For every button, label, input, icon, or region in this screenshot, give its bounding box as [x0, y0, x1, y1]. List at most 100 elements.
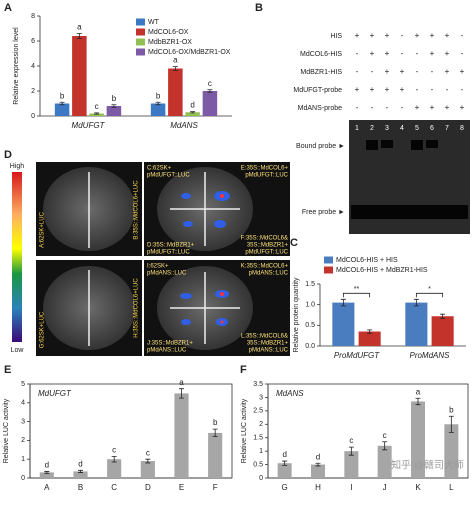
legend-swatch: [136, 18, 145, 26]
band-label: Bound probe ►: [296, 143, 345, 150]
significance-bracket: [342, 292, 371, 298]
y-axis-label: Relative protein quantity: [293, 277, 300, 353]
error-bar: [172, 66, 178, 71]
bar: [73, 471, 88, 478]
lane-number: 1: [355, 125, 359, 132]
image-label: B:35S::MdCOL6+LUC: [134, 180, 140, 240]
panel-label: F: [240, 364, 247, 376]
y-tick-label: 4: [31, 63, 35, 70]
legend-label: MdCOL6-OX: [148, 29, 189, 36]
image-label: G:62SK+LUC: [40, 311, 46, 348]
significance-letter: a: [173, 56, 178, 65]
error-bar: [440, 313, 446, 319]
row-sign: -: [386, 103, 389, 112]
y-tick-label: 1.5: [305, 281, 315, 288]
row-sign: -: [461, 49, 464, 58]
row-sign: -: [356, 67, 359, 76]
bar: [185, 112, 200, 116]
row-label: MdANS-probe: [298, 105, 342, 112]
row-sign: +: [430, 31, 435, 40]
error-bar: [59, 101, 65, 106]
y-tick-label: 6: [31, 38, 35, 45]
significance-bracket: [415, 292, 444, 298]
legend-label: MdCOL6-HIS + MdBZR1-HIS: [336, 267, 428, 274]
significance-letter: d: [45, 461, 49, 470]
row-sign: +: [355, 31, 360, 40]
significance-letter: c: [95, 102, 99, 111]
image-label: pMdUFGT::LUC: [245, 250, 288, 256]
error-bar: [111, 104, 117, 108]
image-label: 35S::MdBZR1+: [247, 341, 289, 347]
row-sign: +: [400, 85, 405, 94]
bar: [54, 103, 70, 116]
significance-letter: b: [60, 91, 65, 100]
x-tick-label: H: [315, 483, 321, 492]
image-label: F:35S::MdCOL6&: [241, 236, 288, 242]
error-bar: [207, 89, 213, 93]
image-label: K:35S::MdCOL6+: [241, 264, 289, 270]
row-label: MdCOL6-HIS: [300, 51, 342, 58]
panel-label: A: [4, 2, 12, 14]
image-label: 35S::MdBZR1+: [247, 243, 289, 249]
leaf-veins: [88, 172, 240, 346]
image-label: D:35S::MdBZR1+: [147, 243, 195, 249]
bar: [444, 424, 459, 478]
band-label: Free probe ►: [302, 209, 345, 216]
row-sign: +: [415, 31, 420, 40]
lane-number: 7: [445, 125, 449, 132]
row-sign: +: [460, 103, 465, 112]
significance-letter: b: [213, 418, 218, 427]
row-sign: -: [356, 49, 359, 58]
y-tick-label: 2.5: [253, 408, 263, 415]
image-label: A:62SK+LUC: [40, 211, 46, 248]
y-axis-label: Relative LUC activity: [3, 398, 10, 463]
row-sign: +: [460, 67, 465, 76]
legend-swatch: [136, 48, 145, 56]
significance-letter: d: [78, 459, 82, 468]
y-tick-label: 5: [21, 381, 25, 388]
error-bar: [448, 415, 454, 433]
bar: [89, 113, 104, 116]
row-sign: +: [385, 67, 390, 76]
error-bar: [44, 471, 50, 474]
bar: [332, 302, 355, 346]
error-bar: [382, 441, 388, 451]
row-label: MdUFGT-probe: [293, 87, 342, 94]
row-sign: +: [385, 85, 390, 94]
y-tick-label: 2: [31, 88, 35, 95]
y-tick-label: 2: [259, 421, 263, 428]
x-tick-label: E: [179, 483, 184, 492]
image-label: H:35S::MdCOL6+LUC: [134, 278, 140, 338]
significance-letter: d: [282, 450, 286, 459]
bar: [174, 393, 189, 478]
bar: [377, 445, 392, 478]
legend-label: MdCOL6-HIS + HIS: [336, 257, 398, 264]
error-bar: [145, 458, 151, 464]
y-tick-label: 1.5: [253, 435, 263, 442]
significance-mark: *: [428, 286, 431, 293]
panel-label: E: [4, 364, 11, 376]
significance-letter: a: [179, 378, 184, 387]
y-tick-label: 2: [21, 437, 25, 444]
image-label: pMdUFGT::LUC: [147, 250, 190, 256]
row-sign: +: [445, 31, 450, 40]
row-label: MdBZR1-HIS: [300, 69, 342, 76]
x-tick-label: D: [145, 483, 151, 492]
error-bar: [413, 298, 419, 307]
significance-letter: d: [316, 452, 320, 461]
row-label: HIS: [330, 33, 342, 40]
significance-letter: a: [77, 23, 82, 32]
error-bar: [282, 460, 288, 466]
significance-letter: c: [349, 436, 353, 445]
gel-bands: [351, 140, 468, 219]
row-sign: +: [445, 103, 450, 112]
bar: [344, 451, 359, 478]
error-bar: [367, 329, 373, 334]
bar: [168, 68, 183, 116]
bar: [208, 432, 223, 478]
x-tick-label: ProMdUFGT: [334, 351, 380, 360]
image-label: J:35S::MdBZR1+: [147, 341, 193, 347]
bar: [140, 461, 155, 478]
significance-letter: c: [383, 431, 387, 440]
color-scale: [12, 172, 22, 342]
